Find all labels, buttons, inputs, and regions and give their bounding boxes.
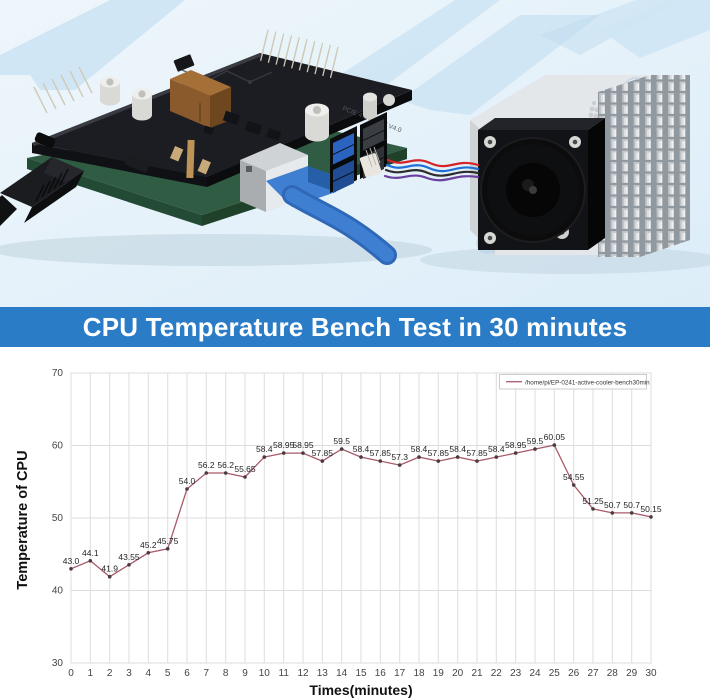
- svg-text:9: 9: [242, 668, 248, 679]
- svg-text:28: 28: [607, 668, 619, 679]
- svg-text:58.4: 58.4: [353, 444, 370, 454]
- svg-text:14: 14: [336, 668, 348, 679]
- svg-text:13: 13: [317, 668, 329, 679]
- svg-text:58.4: 58.4: [256, 444, 273, 454]
- svg-text:10: 10: [259, 668, 271, 679]
- svg-text:58.95: 58.95: [292, 440, 314, 450]
- svg-text:18: 18: [413, 668, 425, 679]
- svg-text:45.75: 45.75: [157, 536, 179, 546]
- svg-text:26: 26: [568, 668, 580, 679]
- svg-text:6: 6: [184, 668, 190, 679]
- svg-text:17: 17: [394, 668, 406, 679]
- svg-text:54.0: 54.0: [179, 476, 196, 486]
- svg-text:12: 12: [297, 668, 309, 679]
- svg-text:15: 15: [355, 668, 367, 679]
- svg-text:23: 23: [510, 668, 522, 679]
- svg-text:25: 25: [549, 668, 561, 679]
- svg-text:2: 2: [107, 668, 113, 679]
- svg-text:29: 29: [626, 668, 638, 679]
- svg-text:19: 19: [433, 668, 445, 679]
- svg-text:45.2: 45.2: [140, 540, 157, 550]
- svg-text:58.95: 58.95: [273, 440, 295, 450]
- svg-text:51.25: 51.25: [582, 496, 604, 506]
- svg-text:55.65: 55.65: [234, 464, 256, 474]
- svg-text:22: 22: [491, 668, 503, 679]
- svg-text:24: 24: [529, 668, 541, 679]
- svg-text:50: 50: [52, 513, 64, 524]
- svg-text:57.85: 57.85: [312, 448, 334, 458]
- svg-text:58.4: 58.4: [488, 444, 505, 454]
- svg-text:60.05: 60.05: [544, 432, 566, 442]
- svg-text:56.2: 56.2: [198, 460, 215, 470]
- svg-text:11: 11: [279, 668, 290, 679]
- svg-text:27: 27: [587, 668, 599, 679]
- svg-text:58.4: 58.4: [449, 444, 466, 454]
- svg-text:Temperature of CPU: Temperature of CPU: [15, 450, 31, 589]
- svg-text:/home/pi/EP-0241-active-cooler: /home/pi/EP-0241-active-cooler-bench30mi…: [525, 379, 650, 386]
- svg-text:43.0: 43.0: [63, 556, 80, 566]
- svg-text:30: 30: [52, 658, 64, 669]
- svg-text:44.1: 44.1: [82, 548, 99, 558]
- svg-text:57.85: 57.85: [428, 448, 450, 458]
- svg-text:0: 0: [68, 668, 74, 679]
- svg-text:58.95: 58.95: [505, 440, 527, 450]
- svg-text:59.5: 59.5: [333, 436, 350, 446]
- svg-text:60: 60: [52, 441, 64, 452]
- svg-text:41.9: 41.9: [101, 564, 118, 574]
- svg-text:4: 4: [146, 668, 152, 679]
- svg-text:40: 40: [52, 586, 64, 597]
- svg-text:16: 16: [375, 668, 387, 679]
- svg-text:59.5: 59.5: [527, 436, 544, 446]
- svg-text:56.2: 56.2: [217, 460, 234, 470]
- svg-text:57.85: 57.85: [466, 448, 488, 458]
- svg-text:1: 1: [88, 668, 94, 679]
- svg-text:50.15: 50.15: [640, 504, 662, 514]
- svg-text:21: 21: [471, 668, 483, 679]
- svg-text:54.55: 54.55: [563, 472, 585, 482]
- svg-text:43.55: 43.55: [118, 552, 140, 562]
- svg-text:8: 8: [223, 668, 229, 679]
- svg-text:70: 70: [52, 368, 64, 379]
- svg-text:3: 3: [126, 668, 132, 679]
- svg-text:30: 30: [645, 668, 657, 679]
- svg-text:57.3: 57.3: [391, 452, 408, 462]
- svg-text:Times(minutes): Times(minutes): [309, 682, 412, 698]
- svg-text:50.7: 50.7: [623, 500, 640, 510]
- svg-text:50.7: 50.7: [604, 500, 621, 510]
- svg-text:57.85: 57.85: [370, 448, 392, 458]
- svg-text:5: 5: [165, 668, 171, 679]
- svg-text:58.4: 58.4: [411, 444, 428, 454]
- svg-text:7: 7: [204, 668, 210, 679]
- svg-text:20: 20: [452, 668, 464, 679]
